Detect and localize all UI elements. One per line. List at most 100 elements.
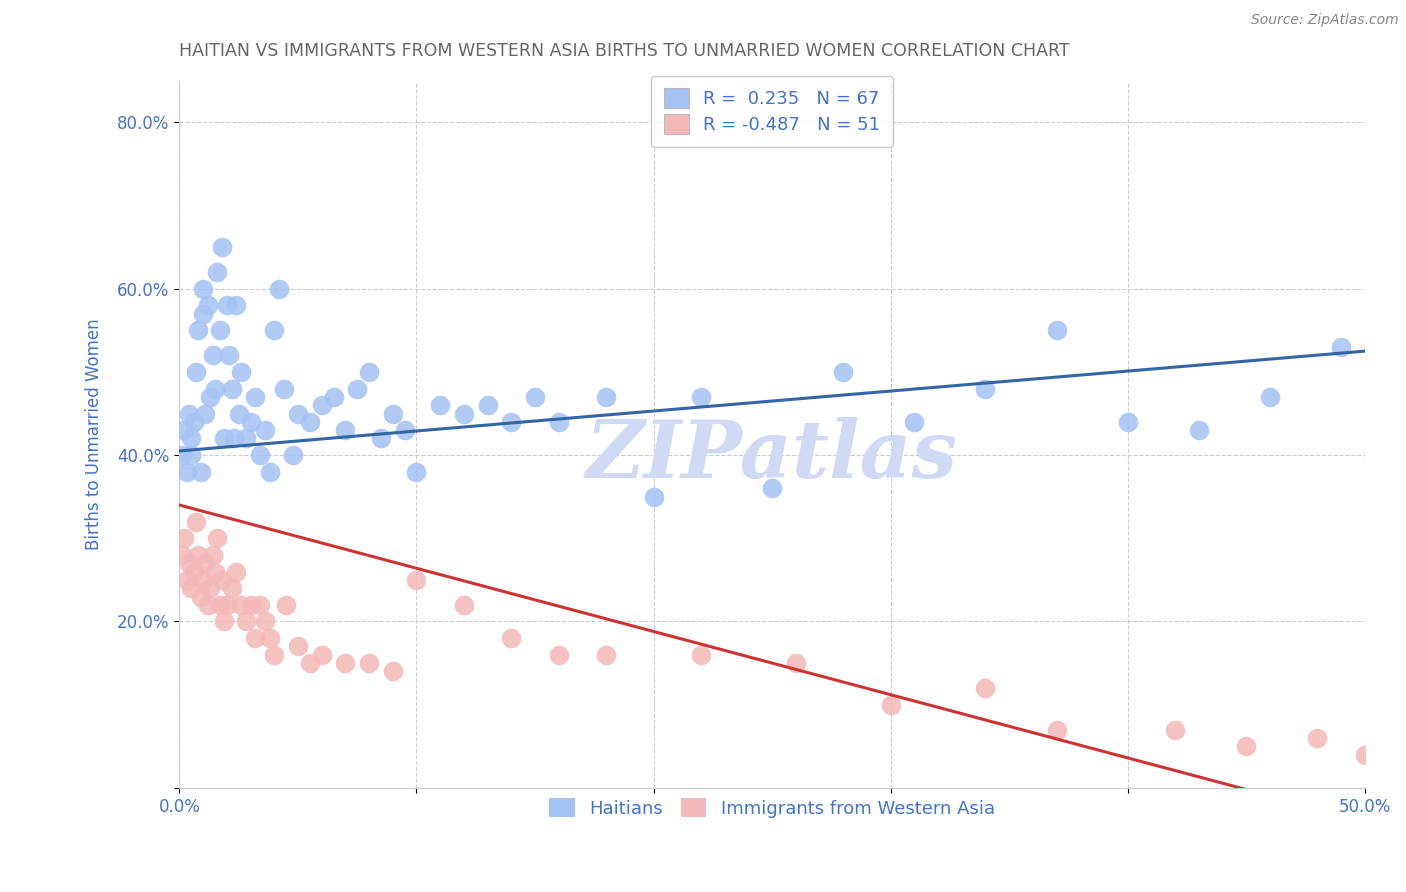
Point: [298, 415, 321, 429]
Point: [761, 482, 783, 496]
Point: [173, 531, 195, 545]
Point: [187, 323, 209, 337]
Text: HAITIAN VS IMMIGRANTS FROM WESTERN ASIA BIRTHS TO UNMARRIED WOMEN CORRELATION CH: HAITIAN VS IMMIGRANTS FROM WESTERN ASIA …: [180, 42, 1070, 60]
Point: [322, 390, 344, 404]
Point: [785, 656, 807, 670]
Point: [263, 648, 285, 662]
Point: [190, 590, 212, 604]
Point: [197, 298, 219, 312]
Point: [177, 407, 200, 421]
Point: [211, 240, 233, 254]
Point: [595, 648, 617, 662]
Y-axis label: Births to Unmarried Women: Births to Unmarried Women: [86, 318, 103, 550]
Point: [1234, 739, 1257, 754]
Point: [287, 407, 309, 421]
Point: [194, 407, 217, 421]
Point: [832, 365, 855, 379]
Point: [974, 382, 997, 396]
Point: [191, 307, 214, 321]
Point: [690, 648, 713, 662]
Point: [197, 598, 219, 612]
Point: [547, 415, 569, 429]
Point: [273, 382, 295, 396]
Point: [311, 648, 333, 662]
Point: [311, 398, 333, 412]
Point: [879, 698, 901, 712]
Point: [214, 432, 236, 446]
Point: [176, 465, 198, 479]
Point: [235, 615, 257, 629]
Point: [283, 448, 305, 462]
Point: [190, 465, 212, 479]
Point: [1354, 747, 1376, 762]
Point: [903, 415, 925, 429]
Point: [346, 382, 368, 396]
Point: [239, 598, 262, 612]
Point: [173, 423, 195, 437]
Point: [1188, 423, 1211, 437]
Point: [180, 581, 202, 595]
Point: [1164, 723, 1187, 737]
Point: [1045, 723, 1067, 737]
Point: [453, 598, 475, 612]
Point: [176, 573, 198, 587]
Point: [170, 448, 193, 462]
Text: ZIPatlas: ZIPatlas: [586, 417, 957, 494]
Point: [183, 565, 205, 579]
Point: [184, 365, 207, 379]
Point: [524, 390, 547, 404]
Point: [1045, 323, 1067, 337]
Point: [249, 448, 271, 462]
Point: [239, 415, 262, 429]
Point: [477, 398, 499, 412]
Point: [429, 398, 451, 412]
Point: [191, 573, 214, 587]
Legend: Haitians, Immigrants from Western Asia: Haitians, Immigrants from Western Asia: [543, 790, 1002, 825]
Point: [215, 298, 238, 312]
Point: [1116, 415, 1139, 429]
Point: [222, 432, 245, 446]
Point: [184, 515, 207, 529]
Point: [298, 656, 321, 670]
Point: [359, 365, 381, 379]
Point: [245, 390, 267, 404]
Point: [191, 282, 214, 296]
Point: [204, 565, 226, 579]
Point: [207, 265, 229, 279]
Point: [229, 598, 252, 612]
Point: [274, 598, 297, 612]
Point: [245, 631, 267, 645]
Point: [211, 573, 233, 587]
Point: [381, 665, 404, 679]
Point: [381, 407, 404, 421]
Point: [201, 548, 224, 562]
Point: [207, 531, 229, 545]
Point: [1330, 340, 1353, 354]
Point: [690, 390, 713, 404]
Point: [228, 407, 250, 421]
Point: [501, 415, 523, 429]
Point: [200, 581, 222, 595]
Point: [170, 548, 193, 562]
Point: [208, 598, 231, 612]
Point: [187, 548, 209, 562]
Point: [263, 323, 285, 337]
Point: [221, 581, 243, 595]
Point: [259, 465, 281, 479]
Point: [335, 423, 357, 437]
Point: [200, 390, 222, 404]
Point: [180, 448, 202, 462]
Point: [204, 382, 226, 396]
Point: [453, 407, 475, 421]
Point: [267, 282, 290, 296]
Point: [235, 432, 257, 446]
Point: [249, 598, 271, 612]
Point: [225, 565, 247, 579]
Point: [180, 432, 202, 446]
Point: [253, 615, 276, 629]
Point: [215, 598, 238, 612]
Point: [218, 348, 240, 362]
Point: [405, 573, 427, 587]
Point: [208, 323, 231, 337]
Point: [177, 556, 200, 570]
